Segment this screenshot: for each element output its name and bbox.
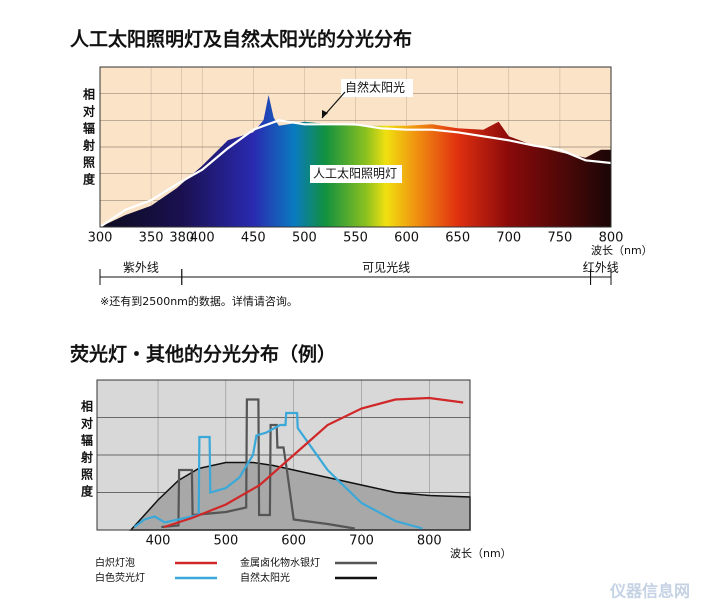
x-tick-label: 350 — [139, 231, 164, 246]
x-tick-label: 600 — [394, 231, 419, 246]
x-tick-label: 800 — [599, 231, 624, 246]
x-tick-label: 500 — [292, 231, 317, 246]
label-bg — [341, 79, 413, 97]
x-tick-label: 500 — [213, 534, 238, 549]
area — [100, 95, 611, 227]
x-tick-label: 450 — [241, 231, 266, 246]
band-label: 紫外线 — [123, 261, 159, 275]
x-tick-label: 550 — [343, 231, 368, 246]
chart-title: 人工太阳照明灯及自然太阳光的分光分布 — [70, 28, 412, 51]
series-label: 人工太阳照明灯 — [313, 166, 397, 181]
watermark: 仪器信息网 — [609, 582, 690, 601]
plot-frame — [96, 379, 471, 531]
plot-frame — [99, 66, 612, 228]
x-tick-label: 600 — [281, 534, 306, 549]
note: ※还有到2500nm的数据。详情请咨询。 — [100, 294, 298, 308]
x-axis-label: 波长（nm） — [591, 244, 653, 257]
callout-arrowhead — [322, 110, 328, 118]
label-bg — [310, 165, 402, 183]
band-label: 可见光线 — [362, 261, 410, 275]
x-tick-label: 800 — [417, 534, 442, 549]
legend-label: 白炽灯泡 — [95, 556, 135, 569]
y-axis-label: 相对辐射照度 — [82, 87, 96, 190]
y-axis-label: 相对辐射照度 — [80, 399, 94, 502]
x-tick-label: 700 — [496, 231, 521, 246]
x-tick-label: 400 — [146, 534, 171, 549]
band-label: 红外线 — [583, 260, 619, 275]
x-tick-label: 750 — [547, 231, 572, 246]
x-axis-label: 波长（nm） — [450, 547, 512, 560]
line — [99, 119, 612, 228]
series-label: 自然太阳光 — [345, 80, 405, 95]
x-tick-label: 300 — [88, 231, 113, 246]
line — [163, 396, 464, 529]
legend-label: 金属卤化物水银灯 — [240, 556, 320, 569]
x-tick-label: 700 — [349, 534, 374, 549]
plot — [99, 95, 612, 228]
x-tick-label: 380 — [169, 231, 194, 246]
chart-title: 荧光灯・其他的分光分布（例） — [70, 343, 336, 366]
x-tick-label: 650 — [445, 231, 470, 246]
legend-label: 白色荧光灯 — [95, 571, 145, 584]
legend-label: 自然太阳光 — [240, 571, 290, 584]
line — [161, 398, 355, 530]
x-tick-label: 400 — [190, 231, 215, 246]
